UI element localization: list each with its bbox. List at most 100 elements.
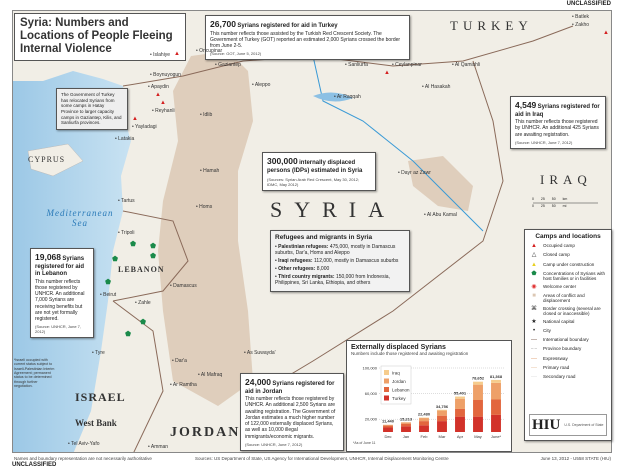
city-label: • Gaziantep [215,62,241,68]
city-icon: • [532,328,536,335]
bar-segment-lebanon [491,399,501,415]
city-label: • Dayr az Zawr [398,170,431,176]
province-boundary-icon: -·- [531,346,537,353]
occupied-camp-icon: ▲ [155,92,161,98]
refugee-item-label: Third country migrants: [278,273,335,280]
page-title: Syria: Numbers and Locations of People F… [14,13,186,61]
legend-item-primary-road: — Primary road [529,365,607,372]
legend-label-turkey: Turkey [392,396,406,401]
bar-segment-turkey [383,427,393,432]
camp-under-construction-icon: ▲ [531,261,537,268]
lake [313,92,353,102]
city-label: • Tel Aviv-Yafo [68,441,100,447]
iraq-count: 4,549 [515,100,537,110]
lebanon-headline: Syrians registered for aid in Lebanon [35,256,85,277]
chart-subtitle: Numbers include those registered and awa… [351,351,469,356]
footer-center: Sources: US Department of State, US Agen… [195,456,449,461]
x-tick-label: Jan [403,434,409,439]
turkey-headline: Syrians registered for aid in Turkey [237,23,338,29]
country-label-cyprus: CYPRUS [28,155,66,164]
chart-title: Externally displaced Syrians [351,344,446,351]
classification-top: UNCLASSIFIED [566,1,611,7]
conflict-area-icon: ■ [532,292,536,299]
legend-item-border-crossing: ⌘ Border crossing (several are closed or … [529,306,607,317]
legend-label: City [543,328,551,334]
bar-segment-iraq [437,409,447,411]
country-label-lebanon: LEBANON [118,265,165,274]
city-label: • Dar'a [172,358,187,364]
refugee-item-label: Iraqi refugees: [278,258,313,265]
iraq-headline: Syrians registered for aid in Iraq [515,104,600,118]
bar-segment-jordan [491,382,501,400]
concentration-icon: ⬟ [130,241,137,248]
city-label: • Ar Raqqah [334,94,361,100]
cyprus-island [27,143,84,177]
bar-segment-jordan [455,398,465,409]
concentration-icon: ⬟ [150,243,157,250]
city-label: • Idlib [200,112,213,118]
x-tick-label: Feb [421,434,429,439]
legend-item-city: • City [529,328,607,335]
legend-item-conflict-area: ■ Areas of conflict and displacement [529,293,607,304]
city-label: • Al Mafraq [198,372,223,378]
international-boundary [112,25,574,452]
city-label: • Yayladagi [132,124,157,130]
refugee-item: • Other refugees: 8,000 [275,265,330,272]
city-label: • Al Qamishli [452,62,481,68]
city-label: • Homs [196,204,213,210]
chart-footnote: *As of June 11 [353,441,376,445]
bar-segment-lebanon [473,400,483,417]
data-label: 11,440 [382,419,395,424]
refugee-item-text: 475,000, mostly in Damascus suburbs, Dar… [275,244,396,257]
city-label: • Tartus [118,198,135,204]
hiu-logo-sub: U.S. Department of State [564,422,604,427]
bar-segment-jordan [419,418,429,422]
west-bank-label: West Bank [75,418,117,428]
legend-label: Camp under construction [543,261,595,267]
legend-item-concentration: ⬟ Concentrations of Syrians with host fam… [529,271,607,282]
legend-item-welcome-center: ◉ Welcome center [529,284,607,291]
country-label-syria: SYRIA [270,197,397,222]
hiu-logo-text: HIU [532,416,561,433]
hiu-logo: HIU U.S. Department of State [529,414,607,436]
legend-label: Primary road [543,364,570,370]
city-label: • Batlek [572,14,590,20]
occupied-camp-icon: ▲ [384,70,390,76]
lebanon-info-box: 19,068 Syrians registered for aid in Leb… [30,248,94,339]
data-label: 34,756 [436,404,449,409]
scale-text-km: 0 25 50 km [532,197,568,201]
legend-label: Border crossing (several are closed or i… [543,305,601,317]
bar-segment-jordan [383,424,393,426]
refugee-item-text: 150,000 from Indonesia, Philippines, Sri… [275,273,390,286]
bar-segment-turkey [473,416,483,432]
bar-segment-lebanon [419,421,429,426]
bar-segment-turkey [401,426,411,432]
city-label: • Tripoli [118,230,135,236]
classification-bottom: UNCLASSIFIED [12,462,57,468]
legend: Camps and locations ▲ Occupied camp △ Close… [524,229,612,441]
country-label-jordan: JORDAN [170,425,241,440]
lebanon-count: 19,068 [35,252,61,262]
data-label: 55,401 [454,391,467,396]
city-label: • Tyre [92,350,105,356]
refugees-title: Refugees and migrants in Syria [275,234,373,241]
city-label: • Ceylanpinar [392,62,422,68]
concentration-icon: ⬟ [125,331,132,338]
legend-swatch-iraq [384,370,389,375]
occupied-camp-icon: ▲ [160,100,166,106]
city-label: • As Suwayda' [244,350,276,356]
x-tick-label: Apr [457,434,464,439]
legend-title: Camps and locations [535,233,601,240]
y-tick-label: 60,000 [365,391,378,396]
conflict-area-east [408,156,473,211]
legend-label: Concentrations of Syrians with host fami… [543,270,606,282]
jordan-info-box: 24,000 Syrians registered for aid in Jor… [240,373,344,451]
legend-label: Expressway [543,355,568,361]
bar-segment-jordan [437,410,447,416]
refugee-item-text: 8,000 [316,265,330,272]
city-label: • Amman [148,444,169,450]
legend-item-occupied-camp: ▲ Occupied camp [529,243,607,250]
legend-item-secondary-road: — Secondary road [529,374,607,381]
sea-label: Mediterranean Sea [46,208,114,228]
refugee-item: • Palestinian refugees: 475,000, mostly … [275,244,396,257]
